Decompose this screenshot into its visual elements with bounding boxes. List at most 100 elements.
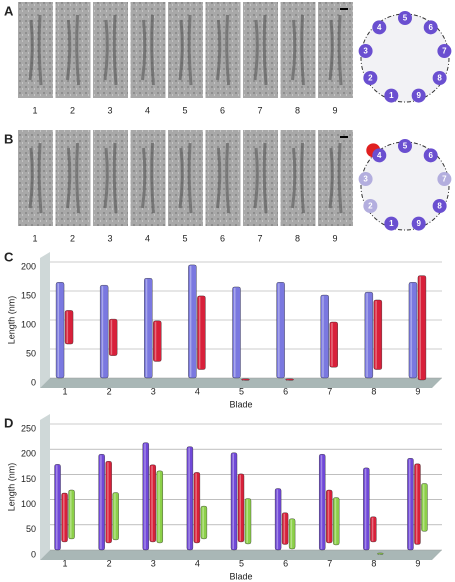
bar-shine	[100, 455, 102, 549]
ring-label: 3	[363, 175, 368, 184]
back-wall	[40, 252, 50, 388]
bar	[99, 285, 109, 379]
bar	[197, 295, 206, 370]
filament	[141, 142, 155, 214]
tomogram	[18, 2, 53, 98]
ring-ball	[437, 44, 452, 59]
bar-shine	[415, 464, 418, 544]
ring-ball	[372, 148, 387, 163]
bar	[417, 275, 427, 381]
floor	[40, 378, 442, 388]
bar-shine	[66, 311, 69, 344]
tomogram	[280, 2, 316, 98]
bar	[276, 282, 285, 379]
bar-shine	[422, 484, 425, 531]
x-axis-title: Blade	[229, 571, 252, 581]
x-tick-label: 1	[63, 558, 68, 568]
image-label: 3	[107, 105, 112, 115]
ring-ball	[411, 216, 426, 231]
filament	[103, 142, 118, 214]
y-axis-title: Length (nm)	[6, 296, 16, 345]
filament	[253, 14, 268, 86]
bar	[241, 378, 250, 381]
x-tick-label: 2	[107, 386, 112, 396]
bar	[407, 458, 414, 551]
ring-label: 2	[368, 74, 373, 83]
bar	[230, 452, 238, 551]
filament	[66, 14, 80, 86]
bar-shine	[408, 459, 411, 549]
y-tick-label: 50	[26, 348, 36, 358]
tomogram	[18, 130, 53, 226]
bar	[193, 472, 201, 544]
bar	[329, 321, 338, 368]
bar-shine	[234, 287, 236, 377]
image-label: 9	[332, 233, 337, 243]
ring-ball	[398, 139, 412, 153]
tomogram	[205, 2, 241, 98]
bar-shine	[144, 443, 146, 549]
ring-ball	[384, 216, 399, 231]
bar	[244, 498, 252, 545]
bar-shine	[287, 379, 289, 381]
ring-ball	[432, 199, 447, 213]
back-wall	[40, 414, 50, 560]
x-tick-label: 5	[239, 386, 244, 396]
y-axis-title: Length (nm)	[6, 463, 16, 512]
x-tick-label: 4	[195, 386, 200, 396]
bar-shine	[243, 379, 245, 381]
bar-shine	[276, 489, 279, 549]
tomogram	[280, 130, 316, 226]
ring-label: 6	[428, 23, 433, 32]
tomogram	[243, 2, 278, 98]
bar-shine	[198, 296, 201, 369]
panel-letter: D	[4, 415, 13, 430]
tomogram	[55, 130, 91, 226]
ring-label: 6	[428, 151, 433, 160]
ring-ball	[358, 44, 373, 59]
ring-ball	[358, 172, 373, 187]
image-label: 8	[295, 233, 300, 243]
filament	[28, 14, 43, 86]
bar	[320, 294, 329, 379]
ring-label: 9	[416, 91, 421, 100]
filament	[28, 142, 43, 214]
tomogram	[130, 130, 166, 226]
bar	[326, 489, 333, 544]
bar	[186, 446, 194, 551]
bar	[98, 454, 105, 551]
bar-shine	[195, 473, 197, 542]
bar	[274, 488, 282, 551]
x-tick-label: 7	[327, 386, 332, 396]
image-label: 3	[107, 233, 112, 243]
x-tick-label: 6	[283, 558, 288, 568]
image-label: 6	[220, 233, 225, 243]
bar-shine	[70, 490, 72, 538]
bar	[414, 463, 421, 545]
ring-label: 4	[377, 23, 382, 32]
bar-shine	[145, 279, 148, 377]
bar-shine	[322, 296, 324, 377]
filament	[253, 142, 268, 214]
ring-ball	[411, 88, 426, 103]
ring-ball	[384, 88, 399, 103]
bar	[108, 318, 118, 356]
image-label: 1	[32, 105, 37, 115]
x-tick-label: 3	[151, 386, 156, 396]
tomogram	[205, 130, 241, 226]
bar	[105, 461, 112, 544]
ring-label: 8	[437, 74, 442, 83]
image-label: 5	[182, 105, 187, 115]
filament	[178, 14, 193, 86]
y-tick-label: 150	[21, 290, 36, 300]
filament	[66, 142, 80, 214]
bar	[408, 282, 418, 379]
y-tick-label: 0	[31, 549, 36, 559]
panel-letter: A	[4, 3, 14, 18]
x-tick-label: 2	[107, 558, 112, 568]
ring-label: 4	[377, 151, 382, 160]
bar-shine	[114, 493, 116, 539]
bar	[112, 492, 119, 541]
bar-shine	[290, 519, 293, 548]
